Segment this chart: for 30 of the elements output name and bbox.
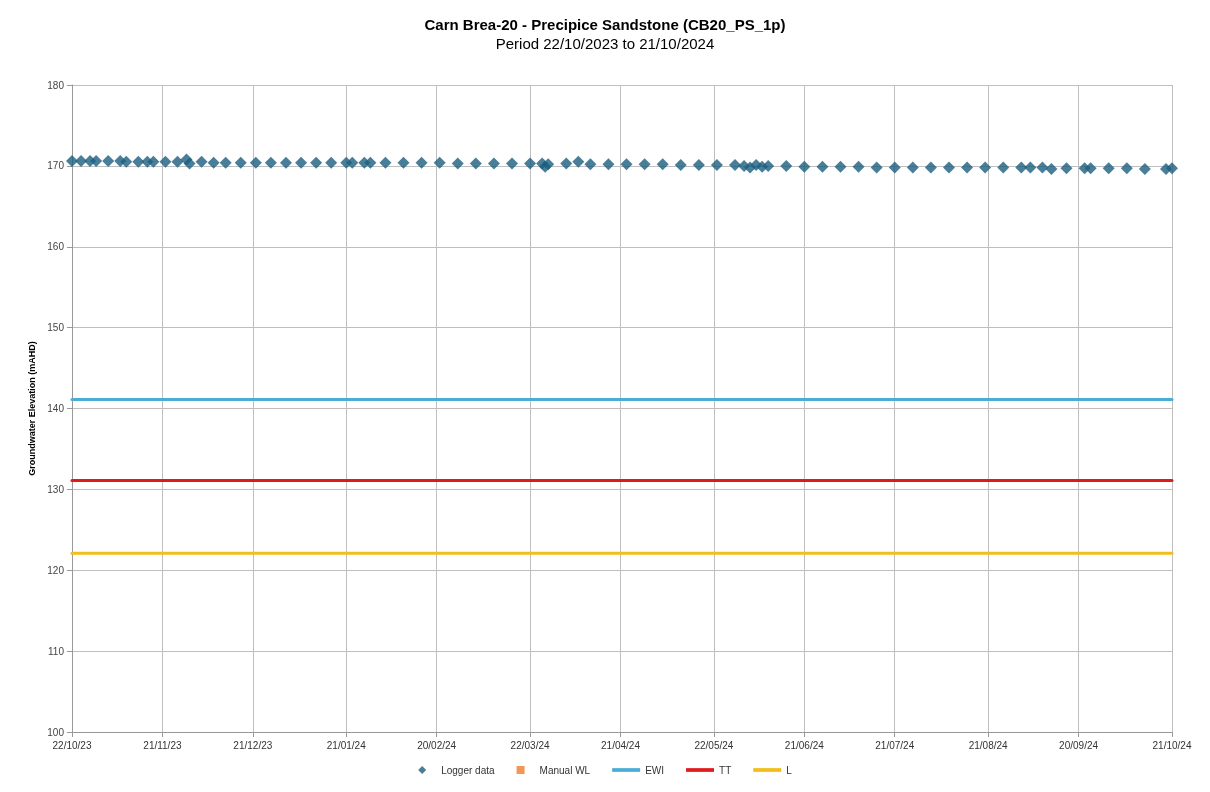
y-tick-label: 160: [47, 241, 65, 253]
y-tick-label: 180: [47, 79, 65, 91]
legend-label: Manual WL: [539, 764, 591, 776]
x-tick-label: 21/07/24: [875, 739, 915, 751]
x-tick-label: 21/12/23: [233, 739, 273, 751]
x-tick-label: 22/03/24: [510, 739, 550, 751]
y-tick-label: 170: [47, 160, 65, 172]
x-tick-label: 22/05/24: [694, 739, 734, 751]
x-tick-label: 21/08/24: [968, 739, 1009, 751]
y-tick-label: 130: [47, 483, 65, 495]
y-tick-label: 110: [48, 645, 65, 657]
legend-label: L: [786, 764, 793, 776]
x-tick-label: 22/10/23: [52, 739, 92, 751]
y-tick-label: 120: [47, 564, 65, 576]
y-tick-label: 140: [47, 403, 65, 414]
chart-subtitle: Period 22/10/2023 to 21/10/2024: [495, 35, 715, 52]
x-tick-label: 21/10/24: [1152, 739, 1192, 751]
legend-label: EWI: [645, 764, 665, 776]
y-tick-label: 100: [47, 726, 65, 738]
legend-label: Logger data: [441, 764, 496, 776]
x-tick-label: 21/06/24: [784, 739, 825, 751]
legend-label: TT: [719, 764, 732, 776]
x-tick-label: 21/11/23: [143, 739, 182, 751]
x-tick-label: 20/02/24: [417, 739, 457, 751]
chart-title: Carn Brea-20 - Precipice Sandstone (CB20_PS_1p): [424, 16, 786, 33]
x-tick-label: 21/04/24: [601, 739, 641, 751]
y-axis-title: Groundwater Elevation (mAHD): [26, 341, 37, 476]
y-tick-label: 150: [47, 322, 65, 334]
x-tick-label: 20/09/24: [1059, 739, 1099, 751]
x-tick-label: 21/01/24: [326, 739, 367, 751]
